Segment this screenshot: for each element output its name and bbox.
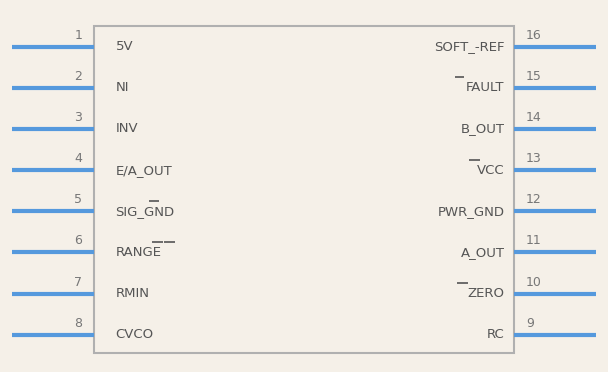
Text: 9: 9 [526,317,534,330]
Text: 11: 11 [526,234,542,247]
Text: RMIN: RMIN [116,287,150,300]
Text: RANGE: RANGE [116,246,162,259]
Text: ZERO: ZERO [468,287,505,300]
Text: 4: 4 [74,152,82,165]
Text: 13: 13 [526,152,542,165]
Text: 5V: 5V [116,40,133,53]
Text: 6: 6 [74,234,82,247]
Text: E/A_OUT: E/A_OUT [116,164,172,177]
Text: 3: 3 [74,111,82,124]
Text: RC: RC [487,328,505,341]
Text: 10: 10 [526,276,542,289]
Text: 2: 2 [74,70,82,83]
Text: 12: 12 [526,193,542,206]
Text: 15: 15 [526,70,542,83]
Text: SIG_GND: SIG_GND [116,205,174,218]
Text: A_OUT: A_OUT [461,246,505,259]
Text: B_OUT: B_OUT [461,122,505,135]
Text: PWR_GND: PWR_GND [438,205,505,218]
Text: INV: INV [116,122,138,135]
Text: 14: 14 [526,111,542,124]
Text: 5: 5 [74,193,82,206]
FancyBboxPatch shape [94,26,514,353]
Text: NI: NI [116,81,129,94]
Text: SOFT_-REF: SOFT_-REF [434,40,505,53]
Text: 1: 1 [74,29,82,42]
Text: VCC: VCC [477,164,505,177]
Text: 16: 16 [526,29,542,42]
Text: 7: 7 [74,276,82,289]
Text: 8: 8 [74,317,82,330]
Text: FAULT: FAULT [466,81,505,94]
Text: CVCO: CVCO [116,328,154,341]
